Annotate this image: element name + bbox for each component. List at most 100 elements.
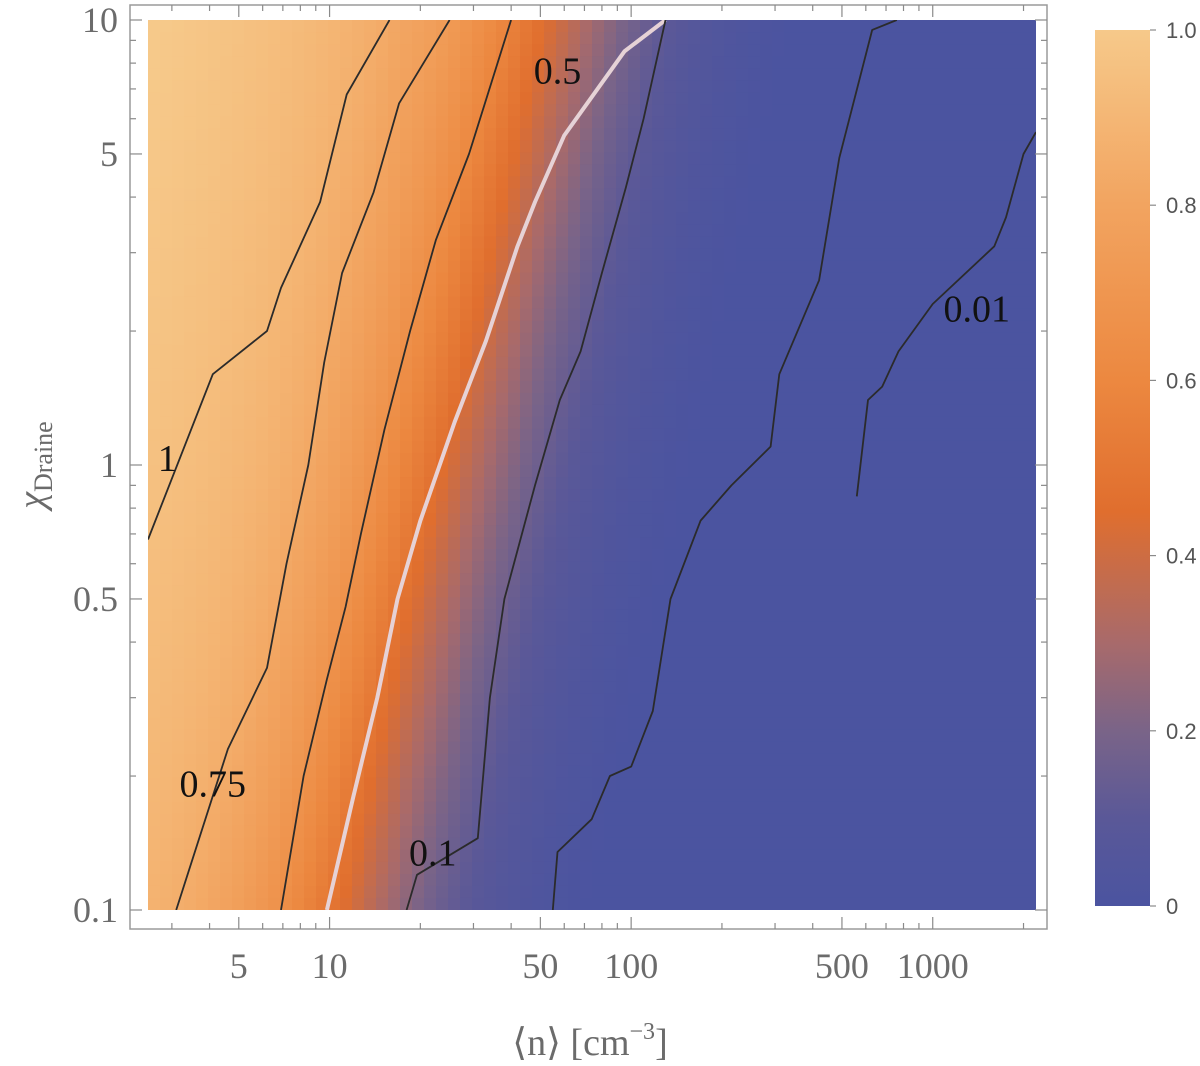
- heatmap-cell: [700, 236, 713, 250]
- heatmap-cell: [388, 741, 401, 755]
- heatmap-cell: [940, 452, 953, 466]
- heatmap-cell: [460, 609, 473, 622]
- heatmap-cell: [340, 621, 353, 634]
- heatmap-cell: [544, 597, 557, 610]
- heatmap-cell: [916, 585, 929, 598]
- heatmap-cell: [544, 741, 557, 755]
- heatmap-cell: [736, 104, 749, 117]
- heatmap-cell: [688, 597, 701, 610]
- heatmap-cell: [568, 176, 581, 189]
- heatmap-cell: [244, 621, 257, 634]
- heatmap-cell: [208, 873, 221, 887]
- heatmap-cell: [532, 837, 545, 851]
- heatmap-cell: [904, 669, 917, 683]
- heatmap-cell: [568, 452, 581, 466]
- heatmap-cell: [436, 164, 449, 177]
- heatmap-cell: [196, 609, 209, 622]
- heatmap-cell: [148, 236, 161, 250]
- heatmap-cell: [904, 236, 917, 250]
- heatmap-cell: [700, 248, 713, 262]
- heatmap-cell: [736, 717, 749, 731]
- heatmap-cell: [220, 332, 233, 346]
- heatmap-cell: [892, 332, 905, 346]
- heatmap-cell: [700, 525, 713, 538]
- heatmap-cell: [220, 873, 233, 887]
- heatmap-cell: [172, 525, 185, 538]
- heatmap-cell: [220, 80, 233, 93]
- heatmap-cell: [328, 693, 341, 707]
- heatmap-cell: [616, 873, 629, 887]
- heatmap-cell: [952, 212, 965, 226]
- heatmap-cell: [364, 332, 377, 346]
- heatmap-cell: [604, 164, 617, 177]
- heatmap-cell: [304, 176, 317, 189]
- heatmap-cell: [256, 657, 269, 671]
- heatmap-cell: [232, 416, 245, 430]
- heatmap-cell: [196, 753, 209, 767]
- heatmap-cell: [568, 428, 581, 442]
- heatmap-cell: [424, 513, 437, 526]
- heatmap-cell: [280, 164, 293, 177]
- heatmap-cell: [928, 897, 941, 910]
- heatmap-cell: [412, 224, 425, 238]
- heatmap-cell: [436, 489, 449, 502]
- heatmap-cell: [328, 380, 341, 394]
- heatmap-cell: [388, 861, 401, 875]
- heatmap-cell: [700, 861, 713, 875]
- heatmap-cell: [280, 777, 293, 791]
- heatmap-cell: [172, 549, 185, 562]
- heatmap-cell: [904, 633, 917, 647]
- heatmap-cell: [328, 489, 341, 502]
- heatmap-cell: [520, 56, 533, 69]
- heatmap-cell: [364, 224, 377, 238]
- heatmap-cell: [532, 849, 545, 863]
- heatmap-cell: [268, 765, 281, 779]
- heatmap-cell: [892, 813, 905, 827]
- heatmap-cell: [832, 356, 845, 370]
- heatmap-cell: [940, 597, 953, 610]
- heatmap-cell: [400, 765, 413, 779]
- heatmap-cell: [628, 693, 641, 707]
- heatmap-cell: [880, 477, 893, 490]
- heatmap-cell: [292, 212, 305, 226]
- heatmap-cell: [436, 116, 449, 129]
- heatmap-cell: [328, 597, 341, 610]
- heatmap-cell: [232, 212, 245, 226]
- heatmap-cell: [268, 164, 281, 177]
- heatmap-cell: [652, 368, 665, 382]
- heatmap-cell: [904, 356, 917, 370]
- heatmap-cell: [244, 813, 257, 827]
- heatmap-cell: [364, 92, 377, 105]
- heatmap-cell: [532, 224, 545, 238]
- heatmap-cell: [808, 224, 821, 238]
- heatmap-cell: [424, 356, 437, 370]
- heatmap-cell: [784, 272, 797, 286]
- heatmap-cell: [544, 212, 557, 226]
- heatmap-cell: [904, 573, 917, 586]
- heatmap-cell: [508, 308, 521, 322]
- heatmap-cell: [496, 188, 509, 202]
- heatmap-cell: [508, 465, 521, 478]
- heatmap-cell: [496, 80, 509, 93]
- heatmap-cell: [592, 224, 605, 238]
- heatmap-cell: [472, 68, 485, 81]
- heatmap-cell: [544, 657, 557, 671]
- heatmap-cell: [832, 597, 845, 610]
- heatmap-cell: [544, 729, 557, 743]
- heatmap-cell: [184, 200, 197, 214]
- heatmap-cell: [448, 248, 461, 262]
- heatmap-cell: [364, 356, 377, 370]
- heatmap-cell: [304, 657, 317, 671]
- heatmap-cell: [580, 621, 593, 634]
- heatmap-cell: [436, 597, 449, 610]
- heatmap-cell: [856, 777, 869, 791]
- heatmap-cell: [508, 729, 521, 743]
- heatmap-cell: [604, 489, 617, 502]
- heatmap-cell: [748, 188, 761, 202]
- heatmap-cell: [880, 296, 893, 310]
- heatmap-cell: [736, 392, 749, 406]
- heatmap-cell: [412, 693, 425, 707]
- heatmap-cell: [748, 428, 761, 442]
- heatmap-cell: [736, 248, 749, 262]
- heatmap-cell: [796, 777, 809, 791]
